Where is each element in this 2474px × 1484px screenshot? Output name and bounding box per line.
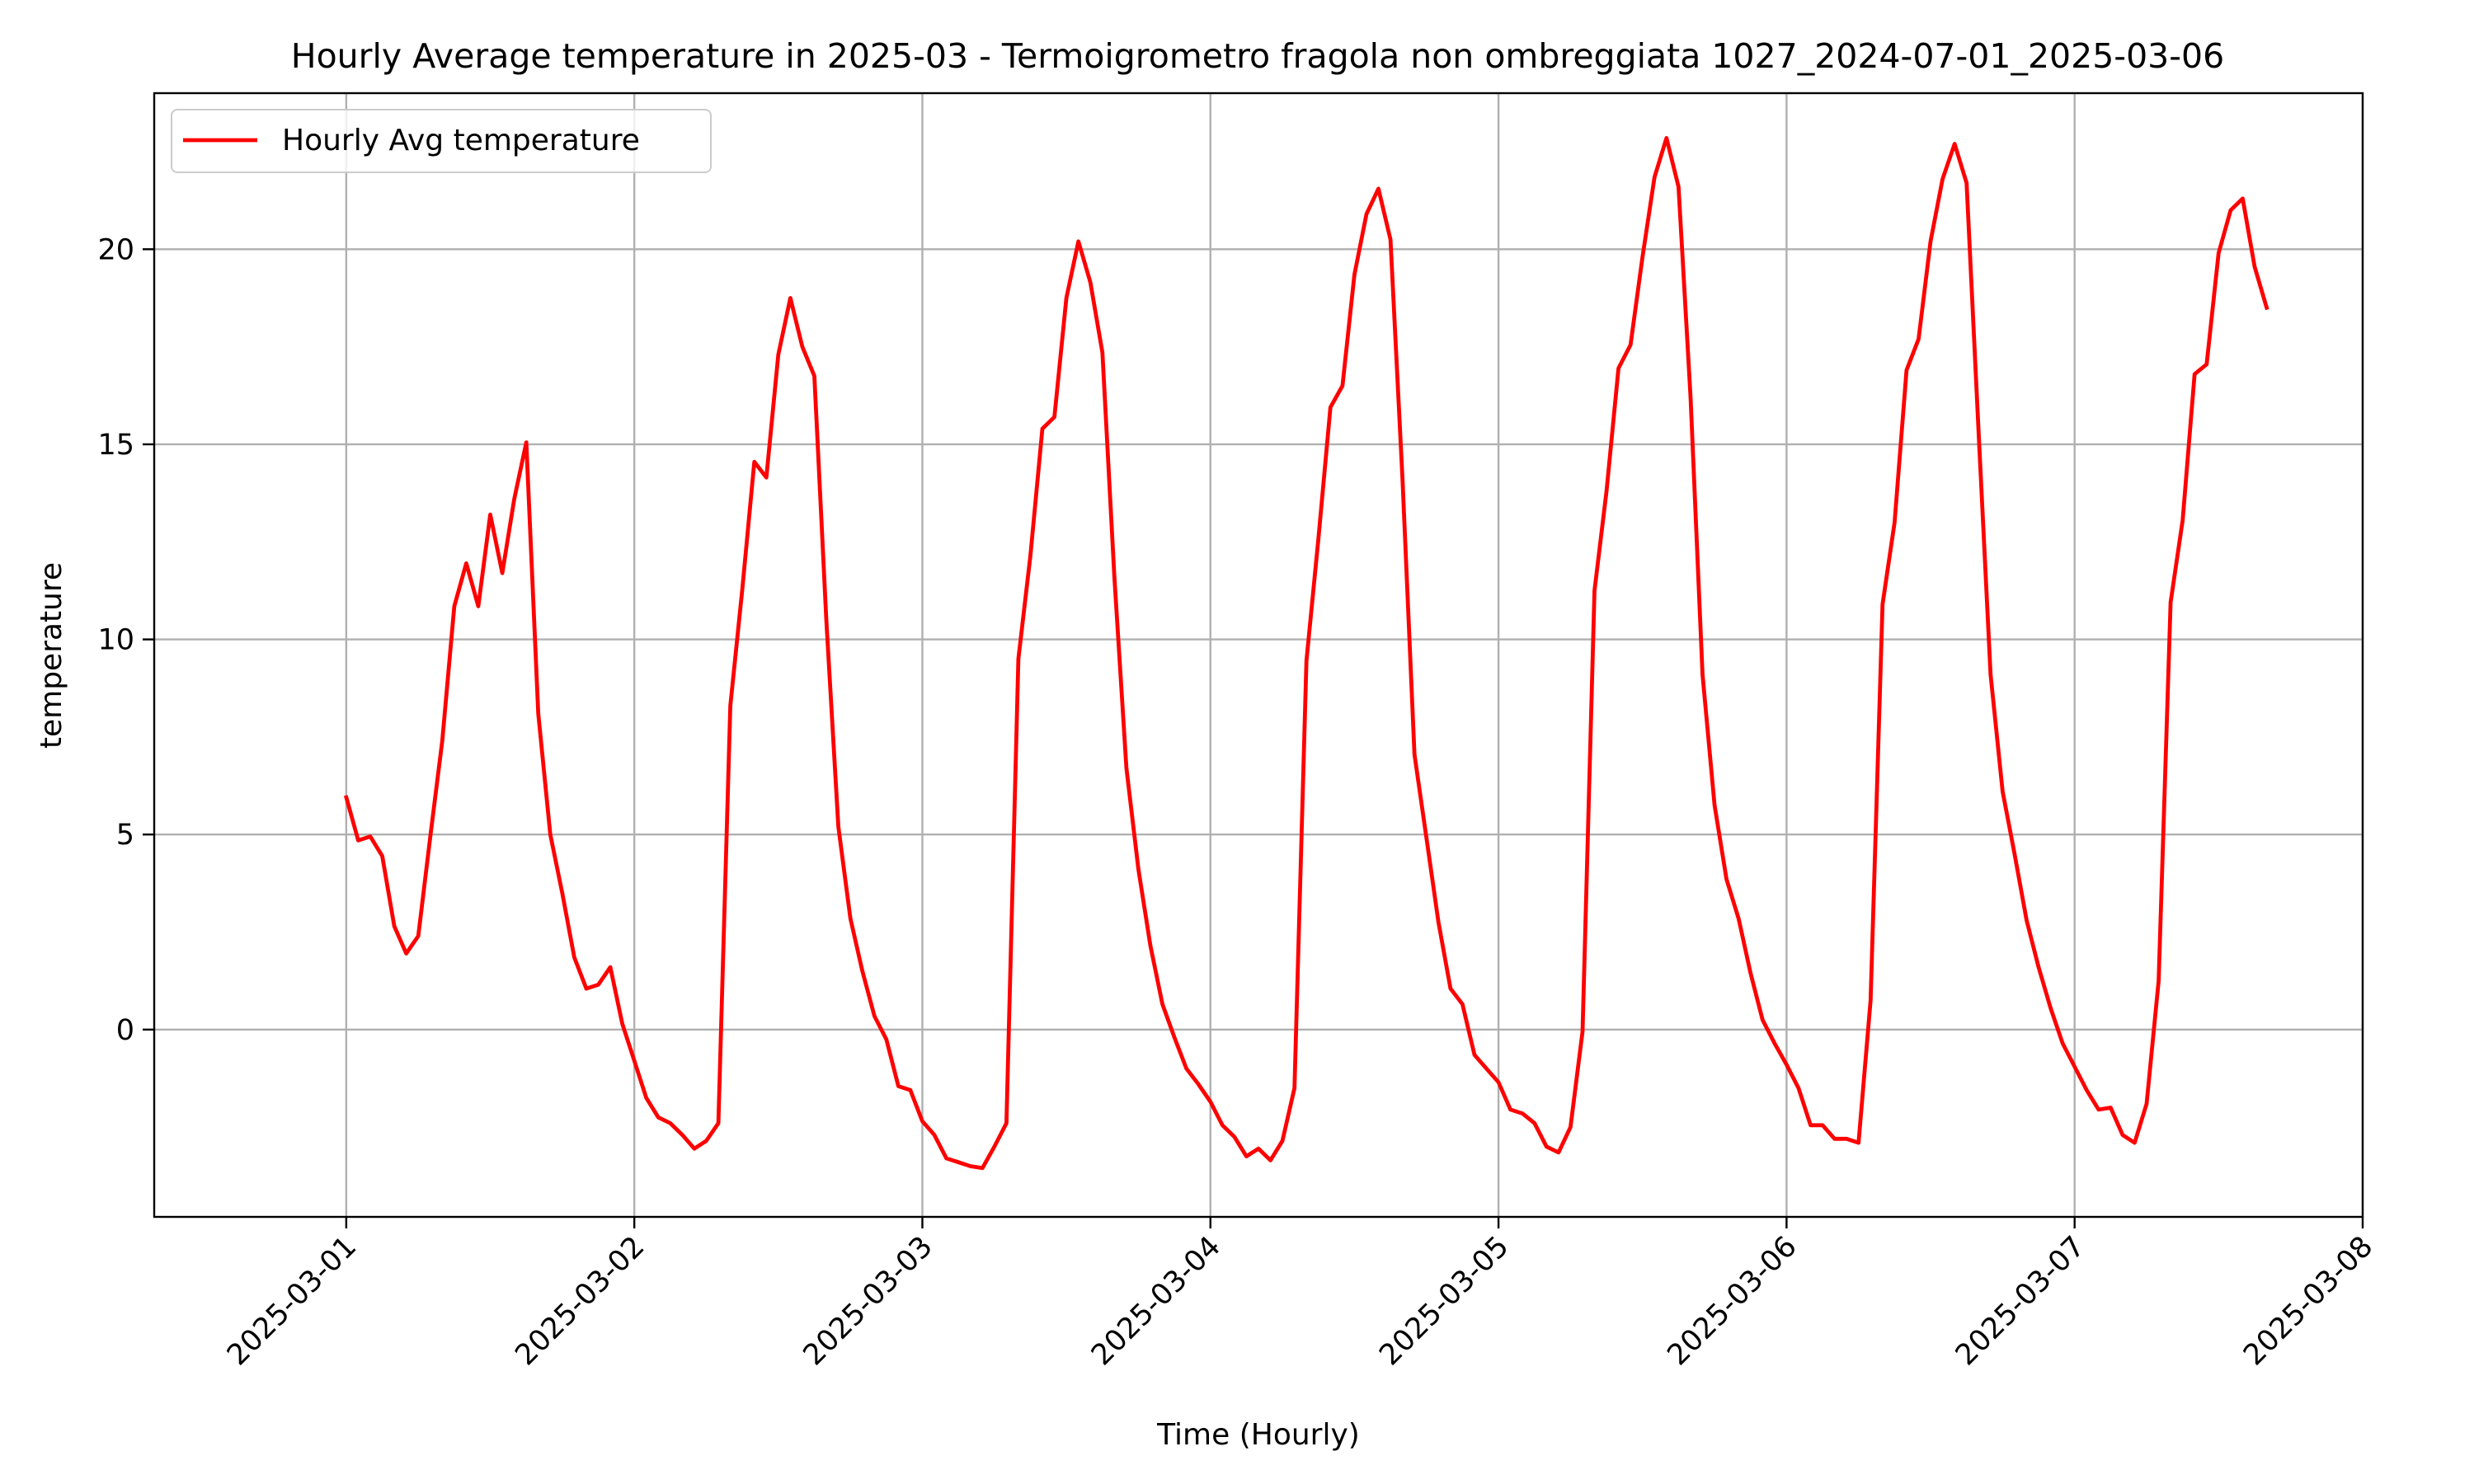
legend-label: Hourly Avg temperature [282, 124, 640, 157]
y-axis-label: temperature [35, 562, 68, 749]
legend-box [171, 109, 712, 173]
series-layer [343, 135, 2269, 1171]
legend: Hourly Avg temperature [171, 109, 712, 173]
y-tick-label: 5 [116, 819, 134, 852]
y-tick-label: 20 [97, 233, 134, 266]
x-axis-label: Time (Hourly) [1156, 1418, 1360, 1452]
y-tick-label: 10 [97, 624, 134, 657]
y-tick-label: 0 [116, 1014, 134, 1047]
plot-frame [153, 92, 2364, 1219]
chart-title: Hourly Average temperature in 2025-03 - … [291, 36, 2224, 76]
temperature-series-line [343, 135, 2269, 1171]
grid-lines [154, 93, 2364, 1217]
y-tick-label: 15 [97, 429, 134, 462]
